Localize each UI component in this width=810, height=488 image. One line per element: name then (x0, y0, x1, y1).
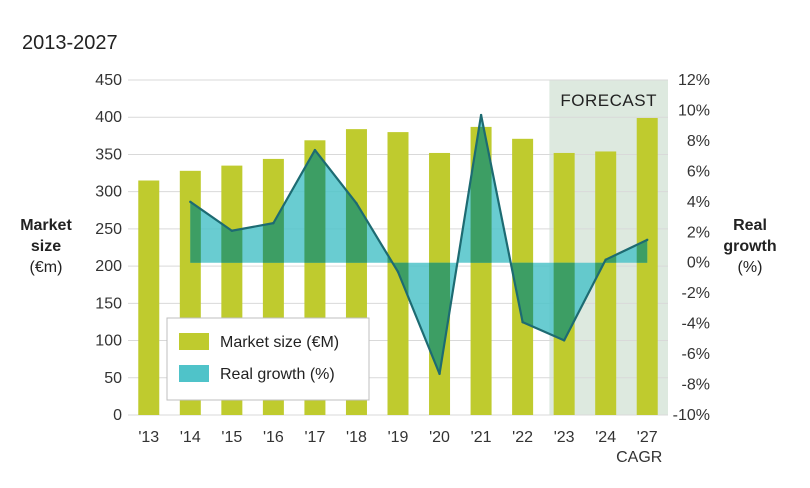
legend-label-real-growth: Real growth (%) (220, 366, 335, 383)
growth-point-3 (272, 221, 275, 225)
real-growth-line (189, 113, 649, 376)
right-tick-11: 12% (678, 72, 710, 89)
right-tick-8: 6% (687, 163, 710, 180)
right-tick-0: -10% (673, 407, 710, 424)
right-tick-1: -8% (682, 377, 710, 394)
legend: Market size (€M) Real growth (%) (166, 317, 370, 401)
right-tick-7: 4% (687, 194, 710, 211)
growth-point-9 (521, 320, 524, 324)
left-tick-350: 350 (95, 146, 122, 163)
x-tick-10: '23 (554, 429, 575, 446)
x-tick-2: '15 (221, 429, 242, 446)
right-tick-2: -6% (682, 346, 710, 363)
left-tick-300: 300 (95, 184, 122, 201)
left-axis-title-line: Market (20, 217, 72, 234)
growth-point-5 (355, 202, 358, 205)
growth-point-10 (562, 339, 566, 342)
left-tick-100: 100 (95, 333, 122, 350)
left-tick-400: 400 (95, 109, 122, 126)
growth-line (189, 113, 648, 375)
right-tick-5: 0% (687, 255, 710, 272)
growth-area-overlap (190, 117, 648, 374)
left-tick-0: 0 (113, 407, 122, 424)
growth-point-8 (479, 113, 483, 117)
bar-11 (595, 151, 617, 415)
x-tick-8: '21 (471, 429, 492, 446)
growth-point-6 (396, 270, 400, 274)
growth-point-12 (646, 238, 649, 242)
right-tick-4: -2% (682, 285, 710, 302)
right-axis-title-line: (%) (738, 259, 763, 276)
bar-0 (138, 180, 160, 415)
bar-12 (636, 117, 658, 415)
axis-titles: Market size (€m) Real growth (%) (20, 217, 776, 276)
x-tick-7: '20 (429, 429, 450, 446)
right-axis-ticks: -10% -8% -6% -4% -2% 0% 2% 4% 6% 8% 10% 12% (673, 72, 710, 424)
growth-point-11 (604, 258, 607, 261)
growth-point-7 (438, 372, 441, 376)
right-tick-10: 10% (678, 102, 710, 119)
left-axis-title-line: size (31, 238, 61, 255)
left-axis-ticks: 0 50 100 150 200 250 300 350 400 450 (95, 72, 122, 424)
x-tick-0: '13 (138, 429, 159, 446)
real-growth-area (190, 115, 648, 374)
growth-point-1 (189, 200, 192, 204)
x-axis-ticks: '13 '14 '15 '16 '17 '18 '19 '20 '21 '22 '23 '24 '27 C… (138, 429, 662, 466)
x-tick-9: '22 (512, 429, 533, 446)
left-tick-200: 200 (95, 258, 122, 275)
x-tick-6: '19 (388, 429, 409, 446)
left-tick-250: 250 (95, 221, 122, 238)
cagr-label: CAGR (616, 449, 662, 466)
chart-title: 2013-2027 (22, 32, 118, 54)
left-tick-450: 450 (95, 72, 122, 89)
right-axis-title-line: Real (733, 217, 767, 234)
right-tick-6: 2% (687, 224, 710, 241)
growth-point-2 (230, 229, 234, 232)
right-axis-title-line: growth (723, 238, 776, 255)
x-tick-11: '24 (595, 429, 616, 446)
forecast-label: FORECAST (560, 91, 657, 110)
growth-point-4 (313, 148, 317, 152)
right-tick-9: 8% (687, 133, 710, 150)
right-tick-3: -4% (682, 316, 710, 333)
x-tick-3: '16 (263, 429, 284, 446)
x-tick-5: '18 (346, 429, 367, 446)
left-tick-150: 150 (95, 295, 122, 312)
legend-label-market-size: Market size (€M) (220, 334, 339, 351)
x-tick-1: '14 (180, 429, 201, 446)
legend-box (166, 317, 370, 401)
legend-swatch-real-growth (179, 365, 209, 382)
x-tick-4: '17 (304, 429, 325, 446)
left-axis-title-line: (€m) (30, 259, 63, 276)
legend-swatch-market-size (179, 333, 209, 350)
left-tick-50: 50 (104, 370, 122, 387)
x-tick-12: '27 (637, 429, 658, 446)
